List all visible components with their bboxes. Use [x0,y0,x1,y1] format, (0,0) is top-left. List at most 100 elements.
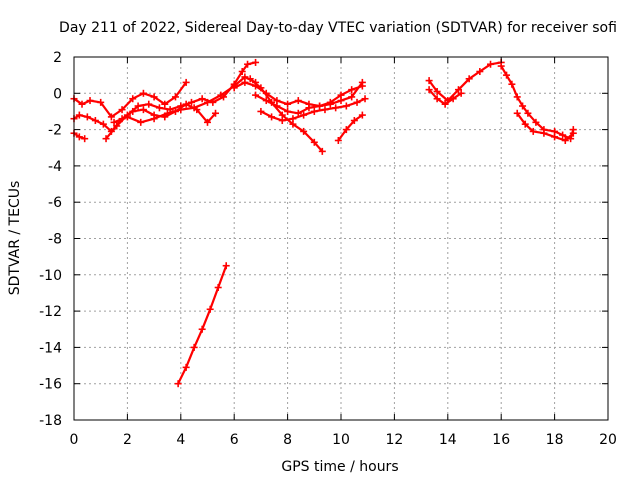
data-point [212,109,220,117]
data-point [337,91,345,99]
y-axis-label: SDTVAR / TECUs [7,181,23,296]
series-arc-10 [334,111,366,144]
data-point [433,87,441,95]
data-point [190,343,198,351]
data-point [342,126,350,134]
data-point [86,97,94,105]
x-tick-label: 6 [230,432,239,448]
data-point [353,98,361,106]
x-tick-label: 0 [70,432,79,448]
data-point [326,98,334,106]
data-point [262,97,270,105]
x-tick-label: 14 [439,432,457,448]
data-point [465,75,473,83]
data-point [425,86,433,94]
data-point [348,86,356,94]
data-point [198,95,206,103]
data-point [139,89,147,97]
data-point [252,58,260,66]
data-point [521,120,529,128]
data-point [529,127,537,135]
data-point [75,133,83,141]
data-point [238,68,246,76]
x-tick-label: 20 [599,432,617,448]
y-tick-label: -2 [48,123,62,139]
series-arc-15 [513,109,577,144]
data-point [361,95,369,103]
data-point [75,111,83,119]
y-tick-label: 0 [53,86,62,102]
data-point [342,102,350,110]
data-point [187,98,195,106]
data-point [300,111,308,119]
data-point [433,95,441,103]
data-point [278,117,286,125]
data-point [503,71,511,79]
data-point [310,138,318,146]
data-point [241,78,249,86]
data-point [107,113,115,121]
data-point [163,109,171,117]
data-point [348,93,356,101]
y-tick-label: 2 [53,50,62,66]
series-line [112,75,257,124]
data-point [134,102,142,110]
data-point [425,77,433,85]
data-point [508,80,516,88]
data-point [559,131,567,139]
data-point [118,106,126,114]
data-point [316,102,324,110]
data-point [294,97,302,105]
data-point [334,136,342,144]
y-tick-label: -18 [39,413,62,429]
data-point [540,129,548,137]
data-point [129,95,137,103]
data-point [150,115,158,123]
data-point [321,106,329,114]
grid [74,57,608,420]
data-point [257,107,265,115]
data-point [284,100,292,108]
data-point [182,78,190,86]
series-arc-12 [425,58,505,105]
x-tick-label: 2 [123,432,132,448]
data-point [497,62,505,70]
data-point [454,86,462,94]
data-point [284,107,292,115]
y-tick-label: -4 [48,159,62,175]
series-arc-5 [110,73,260,126]
data-point [230,84,238,92]
series-line [428,61,503,102]
chart-title: Day 211 of 2022, Sidereal Day-to-day VTE… [59,20,617,36]
x-tick-label: 8 [283,432,292,448]
series-arc-13 [425,86,465,108]
y-tick-label: -8 [48,232,62,248]
y-tick-label: -14 [39,340,62,356]
data-point [217,91,225,99]
data-point [487,60,495,68]
y-tick-label: -10 [39,268,62,284]
data-point [300,127,308,135]
data-point [97,98,105,106]
data-point [222,262,230,270]
series-group [70,58,577,388]
data-point [155,104,163,112]
data-point [358,82,366,90]
data-point [569,129,577,137]
series-arc-9 [257,95,369,125]
data-point [177,106,185,114]
x-tick-label: 16 [492,432,510,448]
data-point [358,111,366,119]
x-tick-label: 4 [176,432,185,448]
data-point [524,109,532,117]
x-tick-label: 18 [546,432,564,448]
y-tick-labels: -18 -16 -14 -12 -10 -8 -6 -4 -2 0 2 [39,50,62,429]
series-arc-14 [497,62,577,143]
series-arc-11 [174,262,230,388]
data-point [139,106,147,114]
y-tick-label: -12 [39,304,62,320]
x-tick-label: 12 [385,432,403,448]
data-point [318,147,326,155]
series-line [337,113,364,142]
series-line [104,61,257,140]
